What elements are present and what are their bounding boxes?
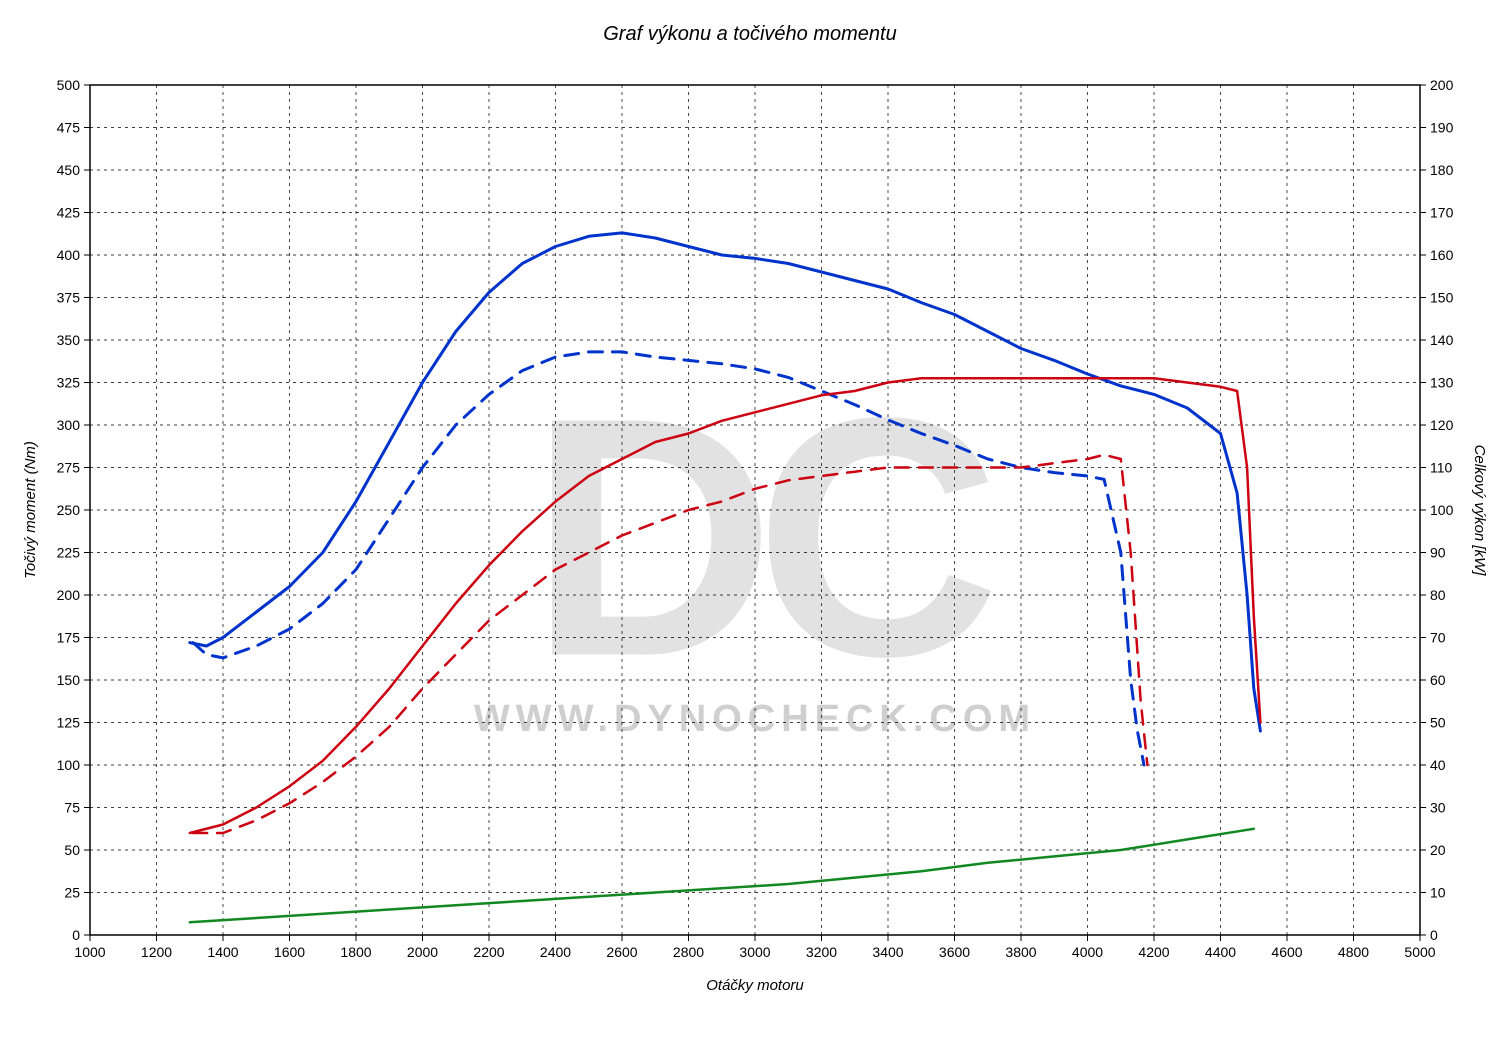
- y-right-tick-label: 120: [1430, 417, 1454, 433]
- y-left-tick-label: 125: [57, 715, 81, 731]
- chart-title: Graf výkonu a točivého momentu: [603, 23, 896, 45]
- x-tick-label: 2400: [540, 944, 571, 960]
- x-tick-label: 2600: [606, 944, 637, 960]
- x-tick-label: 3200: [806, 944, 837, 960]
- y-right-axis-label: Celkový výkon [kW]: [1471, 445, 1488, 577]
- y-left-tick-label: 100: [57, 757, 81, 773]
- x-tick-label: 4000: [1072, 944, 1103, 960]
- chart-svg: DCWWW.DYNOCHECK.COM100012001400160018002…: [0, 0, 1500, 1041]
- x-tick-label: 3400: [872, 944, 903, 960]
- y-left-tick-label: 500: [57, 77, 81, 93]
- x-tick-label: 3600: [939, 944, 970, 960]
- x-tick-label: 5000: [1404, 944, 1435, 960]
- y-left-tick-label: 350: [57, 332, 81, 348]
- x-tick-label: 1200: [141, 944, 172, 960]
- x-tick-label: 2800: [673, 944, 704, 960]
- y-right-tick-label: 20: [1430, 842, 1446, 858]
- x-tick-label: 4200: [1138, 944, 1169, 960]
- y-right-tick-label: 180: [1430, 162, 1454, 178]
- y-right-tick-label: 50: [1430, 715, 1446, 731]
- y-left-tick-label: 325: [57, 375, 81, 391]
- watermark-logo: DC: [529, 348, 994, 728]
- y-left-tick-label: 275: [57, 460, 81, 476]
- y-left-tick-label: 450: [57, 162, 81, 178]
- y-right-tick-label: 60: [1430, 672, 1446, 688]
- y-right-tick-label: 140: [1430, 332, 1454, 348]
- y-left-tick-label: 225: [57, 545, 81, 561]
- y-left-tick-label: 175: [57, 630, 81, 646]
- x-tick-label: 1800: [340, 944, 371, 960]
- y-right-tick-label: 160: [1430, 247, 1454, 263]
- y-left-axis-label: Točivý moment (Nm): [22, 441, 39, 579]
- x-tick-label: 3800: [1005, 944, 1036, 960]
- watermark-url: WWW.DYNOCHECK.COM: [474, 698, 1036, 740]
- y-left-tick-label: 0: [72, 927, 80, 943]
- x-tick-label: 3000: [739, 944, 770, 960]
- y-right-tick-label: 0: [1430, 927, 1438, 943]
- y-left-tick-label: 150: [57, 672, 81, 688]
- x-tick-label: 1000: [74, 944, 105, 960]
- y-right-tick-label: 200: [1430, 77, 1454, 93]
- y-right-tick-label: 10: [1430, 885, 1446, 901]
- y-right-tick-label: 80: [1430, 587, 1446, 603]
- series-loss_power: [190, 829, 1254, 923]
- y-left-tick-label: 475: [57, 120, 81, 136]
- x-tick-label: 4800: [1338, 944, 1369, 960]
- y-left-tick-label: 50: [64, 842, 80, 858]
- y-right-tick-label: 110: [1430, 460, 1453, 476]
- y-right-tick-label: 170: [1430, 205, 1454, 221]
- x-tick-label: 4400: [1205, 944, 1236, 960]
- y-left-tick-label: 25: [64, 885, 80, 901]
- dyno-chart: DCWWW.DYNOCHECK.COM100012001400160018002…: [0, 0, 1500, 1041]
- x-tick-label: 1600: [274, 944, 305, 960]
- y-right-tick-label: 150: [1430, 290, 1454, 306]
- y-left-tick-label: 375: [57, 290, 81, 306]
- x-tick-label: 1400: [207, 944, 238, 960]
- y-left-tick-label: 400: [57, 247, 81, 263]
- y-left-tick-label: 425: [57, 205, 81, 221]
- y-right-tick-label: 90: [1430, 545, 1446, 561]
- y-left-tick-label: 200: [57, 587, 81, 603]
- y-right-tick-label: 30: [1430, 800, 1446, 816]
- y-right-tick-label: 190: [1430, 120, 1454, 136]
- x-tick-label: 4600: [1271, 944, 1302, 960]
- y-right-tick-label: 100: [1430, 502, 1454, 518]
- y-right-tick-label: 70: [1430, 630, 1446, 646]
- x-tick-label: 2000: [407, 944, 438, 960]
- y-right-tick-label: 130: [1430, 375, 1454, 391]
- y-left-tick-label: 75: [64, 800, 80, 816]
- y-left-tick-label: 300: [57, 417, 81, 433]
- x-axis-label: Otáčky motoru: [706, 977, 804, 994]
- x-tick-label: 2200: [473, 944, 504, 960]
- y-left-tick-label: 250: [57, 502, 81, 518]
- y-right-tick-label: 40: [1430, 757, 1446, 773]
